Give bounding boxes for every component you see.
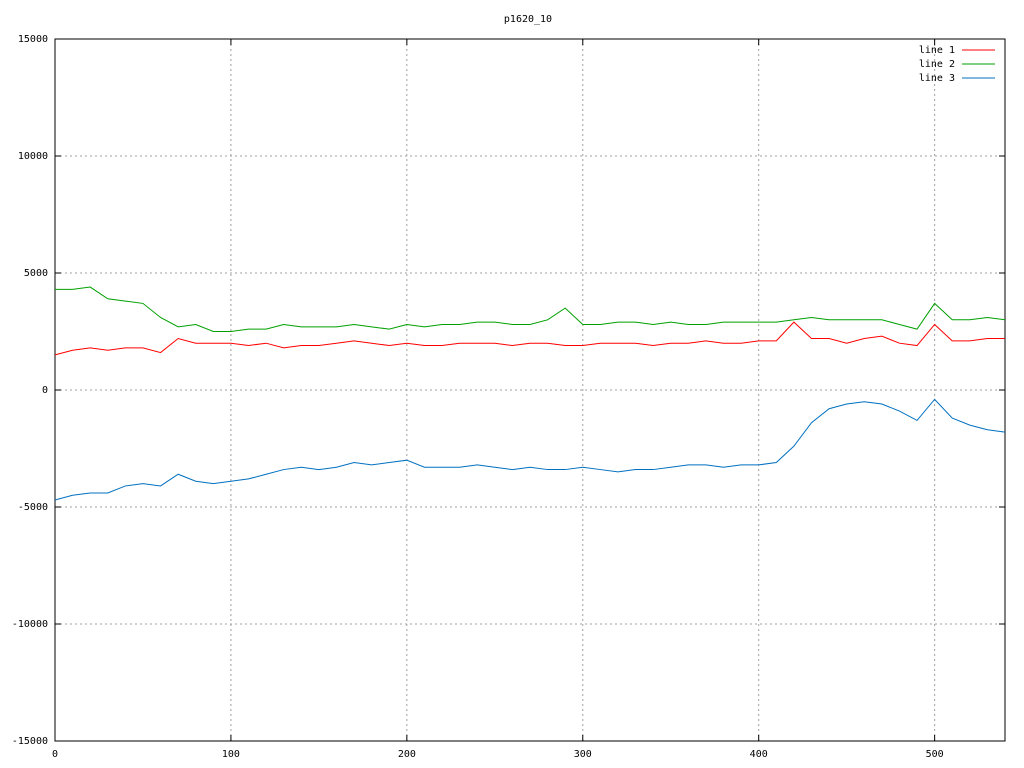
x-tick-label: 500 <box>926 749 944 760</box>
data-line <box>55 286 1006 332</box>
chart-title: p1620_10 <box>504 14 552 25</box>
legend-label: line 2 <box>919 59 955 70</box>
y-tick-label: -5000 <box>18 502 48 513</box>
x-tick-label: 300 <box>574 749 592 760</box>
data-line <box>54 321 1005 356</box>
x-tick-label: 100 <box>222 749 240 760</box>
y-tick-label: 5000 <box>24 268 48 279</box>
plot-border <box>54 38 1006 742</box>
x-tick-label: 200 <box>398 749 416 760</box>
y-tick-label: 15000 <box>18 34 48 45</box>
y-tick-label: -10000 <box>12 619 48 630</box>
y-tick-label: 10000 <box>18 151 48 162</box>
legend-label: line 1 <box>919 45 955 56</box>
x-tick-label: 400 <box>750 749 768 760</box>
y-tick-label: -15000 <box>12 736 48 747</box>
y-tick-label: 0 <box>42 385 48 396</box>
legend-label: line 3 <box>919 73 955 84</box>
data-line <box>54 398 1006 501</box>
x-tick-label: 0 <box>52 749 58 760</box>
